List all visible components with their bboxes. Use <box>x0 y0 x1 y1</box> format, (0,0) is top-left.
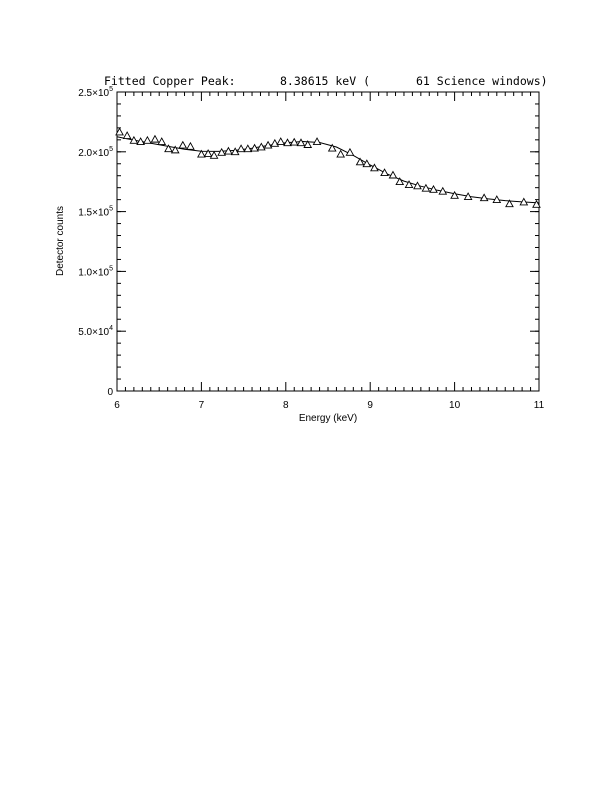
x-tick-label: 10 <box>449 400 461 411</box>
data-point <box>129 135 139 144</box>
data-point <box>362 159 372 168</box>
x-tick-label: 6 <box>114 400 120 411</box>
x-tick-label: 9 <box>367 400 373 411</box>
data-point <box>370 163 379 172</box>
data-point <box>136 137 145 145</box>
data-point <box>380 168 389 177</box>
y-tick-label: 2.5×105 <box>78 86 113 99</box>
data-point <box>178 140 188 149</box>
x-tick-label: 8 <box>283 400 289 411</box>
chart-title-name: Fitted Copper Peak: <box>104 74 236 88</box>
chart-title: Fitted Copper Peak: 8.38615 keV ( 61 Sci… <box>104 74 548 88</box>
data-point <box>115 127 124 136</box>
data-point <box>438 186 448 195</box>
data-point <box>263 140 273 149</box>
data-point <box>463 192 473 200</box>
data-points-layer <box>115 127 541 208</box>
data-point <box>150 134 160 143</box>
x-tick-label: 11 <box>534 400 545 411</box>
x-axis-label: Energy (keV) <box>299 413 357 424</box>
data-point <box>421 183 431 192</box>
data-point <box>224 146 233 155</box>
data-point <box>256 142 266 151</box>
data-point <box>296 138 306 147</box>
data-point <box>388 170 398 179</box>
data-point <box>250 143 259 152</box>
data-point <box>505 199 514 208</box>
data-point <box>532 199 541 208</box>
data-point <box>157 137 167 145</box>
data-point <box>209 150 219 159</box>
chart-title-windows: 61 Science windows) <box>416 74 548 88</box>
data-point <box>336 149 346 158</box>
data-point <box>492 195 502 203</box>
data-point <box>312 137 322 145</box>
data-point <box>122 131 132 139</box>
data-point <box>429 184 438 193</box>
data-point <box>303 140 313 148</box>
y-tick-label: 5.0×104 <box>78 325 113 338</box>
data-point <box>519 197 529 206</box>
data-point <box>479 193 489 202</box>
data-point <box>404 180 414 189</box>
y-tick-label: 1.5×105 <box>78 206 113 219</box>
data-point <box>327 143 337 152</box>
y-axis-label: Detector counts <box>55 206 66 276</box>
data-point <box>289 137 299 146</box>
data-point <box>230 147 240 156</box>
x-axis: 6 7 8 9 10 11 <box>114 92 545 411</box>
y-tick-label: 0 <box>107 387 113 398</box>
x-tick-label: 7 <box>199 400 205 411</box>
chart-title-energy: 8.38615 keV ( <box>280 74 370 88</box>
data-point <box>217 147 227 156</box>
y-tick-label: 2.0×105 <box>78 146 113 159</box>
data-point <box>143 135 152 144</box>
data-point <box>197 149 206 158</box>
data-point <box>164 144 173 153</box>
data-point <box>203 149 213 157</box>
data-point <box>243 144 253 153</box>
y-axis: 0 5.0×104 1.0×105 1.5×105 2.0×105 2.5×105 <box>78 86 539 398</box>
data-point <box>355 157 365 166</box>
data-point <box>186 141 195 150</box>
data-point <box>395 177 405 186</box>
data-point <box>170 145 180 154</box>
y-tick-label: 1.0×105 <box>78 265 113 278</box>
data-point <box>345 147 355 156</box>
data-point <box>283 138 292 147</box>
data-point <box>413 181 422 190</box>
data-point <box>236 144 246 153</box>
data-point <box>270 138 280 147</box>
plot-frame <box>116 91 540 392</box>
data-point <box>276 137 286 145</box>
data-point <box>450 190 459 199</box>
